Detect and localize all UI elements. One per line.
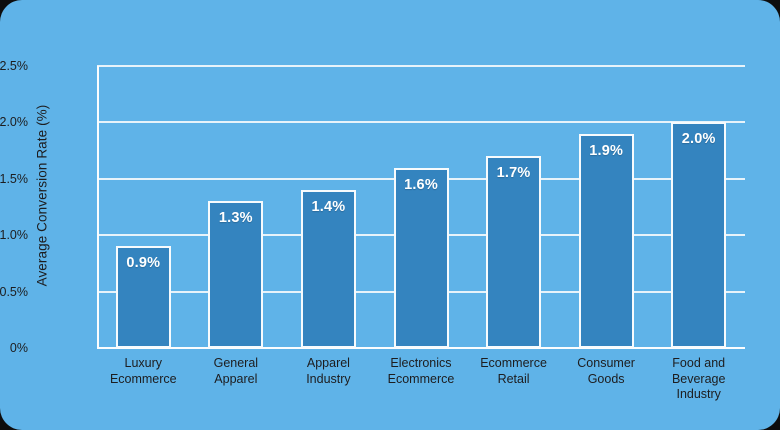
bar-value-label: 1.6% — [404, 176, 438, 193]
plot-area: 0.9% 1.3% 1.4% 1.6% 1.7% 1.9% 2.0% — [97, 65, 745, 349]
bar[interactable]: 2.0% — [671, 122, 727, 348]
y-axis-tick-label: 2.0% — [0, 115, 28, 130]
bar-value-label: 1.3% — [218, 210, 253, 227]
bar-value-label: 1.9% — [589, 142, 624, 159]
bar[interactable]: 1.3% — [208, 201, 264, 348]
bar[interactable]: 0.9% — [115, 246, 171, 348]
bar-value-label: 1.4% — [311, 199, 346, 216]
y-axis-tick-label: 2.5% — [0, 59, 28, 73]
bar[interactable]: 1.9% — [578, 133, 634, 348]
x-axis-category-label: Ecommerce Retail — [480, 356, 547, 386]
bar[interactable]: 1.4% — [300, 190, 356, 348]
y-axis-tick-label: 1.0% — [0, 228, 28, 243]
x-axis-category-label: Electronics Ecommerce — [387, 356, 455, 386]
x-axis-category-label: Apparel Industry — [306, 356, 351, 386]
x-axis-category-label: Consumer Goods — [577, 356, 635, 386]
x-axis-category-label: Food and Beverage Industry — [671, 356, 726, 401]
x-axis-category-label: Luxury Ecommerce — [109, 356, 177, 386]
x-axis-baseline — [97, 347, 745, 349]
y-axis-spine — [97, 66, 99, 348]
bar[interactable]: 1.7% — [486, 156, 542, 348]
bar-value-label: 0.9% — [126, 255, 161, 272]
gridline — [97, 121, 745, 124]
gridline — [97, 65, 745, 67]
y-axis-tick-label: 0.5% — [0, 284, 28, 299]
bar[interactable]: 1.6% — [393, 167, 449, 348]
bar-value-label: 1.7% — [496, 165, 531, 182]
bar-value-label: 2.0% — [681, 131, 716, 148]
y-axis-tick-label: 1.5% — [0, 171, 28, 186]
y-axis-title: Average Conversion Rate (%) — [34, 104, 50, 287]
y-axis-tick-label: 0% — [9, 341, 28, 355]
x-axis-category-label: General Apparel — [213, 356, 259, 386]
